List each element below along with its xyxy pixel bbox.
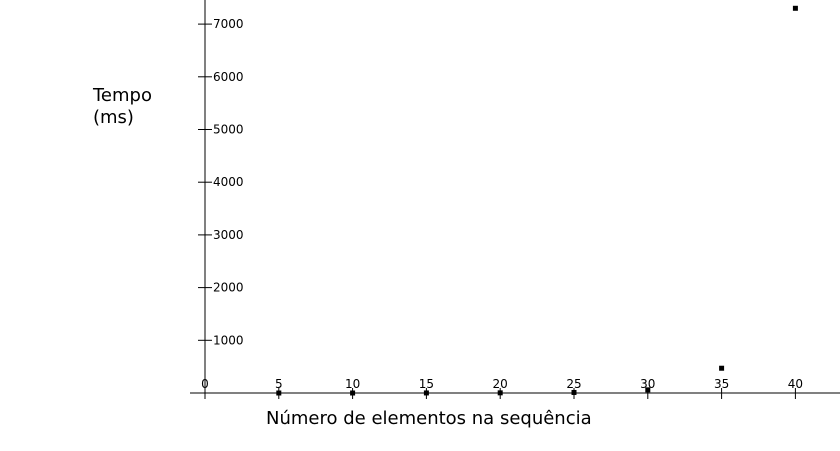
y-tick-label: 3000: [213, 228, 244, 242]
y-tick-label: 2000: [213, 281, 244, 295]
data-point: [497, 390, 503, 396]
data-point: [423, 390, 429, 396]
y-axis-label-line: Tempo: [93, 85, 152, 106]
axes: [190, 0, 840, 398]
data-point: [276, 390, 282, 396]
y-tick-label: 5000: [213, 123, 244, 137]
x-tick-label: 35: [714, 377, 729, 391]
x-tick-label: 20: [493, 377, 508, 391]
data-points: [276, 5, 798, 396]
x-tick-label: 5: [275, 377, 283, 391]
y-tick-label: 6000: [213, 70, 244, 84]
data-point: [719, 365, 725, 371]
y-axis-label: Tempo (ms): [93, 85, 152, 129]
x-axis-label: Número de elementos na sequência: [266, 408, 592, 429]
y-axis-label-line: (ms): [93, 107, 134, 128]
x-tick-label: 25: [566, 377, 581, 391]
x-tick-label: 15: [419, 377, 434, 391]
y-tick-label: 1000: [213, 333, 244, 347]
x-tick-label: 10: [345, 377, 360, 391]
x-tick-label: 40: [788, 377, 803, 391]
x-tick-label: 30: [640, 377, 655, 391]
y-tick-label: 7000: [213, 17, 244, 31]
data-point: [350, 390, 356, 396]
y-tick-label: 4000: [213, 175, 244, 189]
data-point: [571, 389, 577, 395]
data-point: [645, 387, 651, 393]
data-point: [792, 5, 798, 11]
ticks: 0 5 10 15 20 25 30 35 40 1000 2000 3000 4000 5000 6000…: [198, 17, 803, 399]
x-tick-label: 0: [201, 377, 209, 391]
